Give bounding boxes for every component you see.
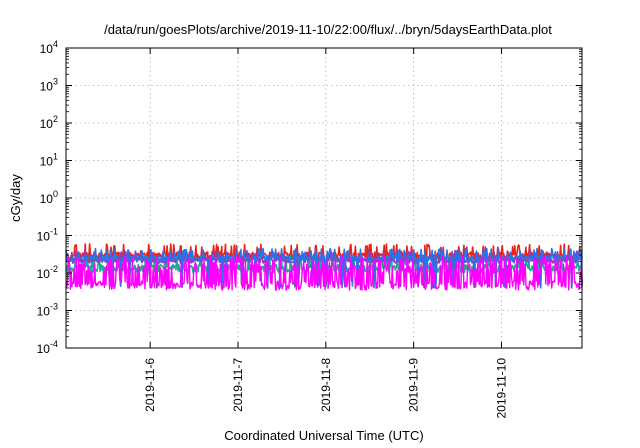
y-tick-label: 10-3 [37, 302, 58, 319]
y-tick-base: 10 [40, 80, 54, 94]
y-tick-label: 10-1 [37, 227, 58, 244]
x-axis-label: Coordinated Universal Time (UTC) [224, 428, 423, 443]
y-tick-base: 10 [40, 117, 54, 131]
x-tick-label: 2019-11-8 [319, 358, 333, 412]
y-tick-label: 104 [40, 39, 58, 56]
y-tick-base: 10 [40, 42, 54, 56]
y-tick-base: 10 [40, 155, 54, 169]
y-tick-exponent: -3 [50, 302, 58, 312]
y-tick-exponent: 3 [53, 77, 58, 87]
x-tick-label: 2019-11-9 [407, 358, 421, 412]
x-tick-label: 2019-11-10 [494, 358, 508, 419]
y-tick-exponent: 4 [53, 39, 58, 49]
chart-title: /data/run/goesPlots/archive/2019-11-10/2… [104, 22, 552, 37]
y-tick-label: 102 [40, 114, 58, 131]
y-tick-base: 10 [37, 305, 51, 319]
series-group [65, 243, 583, 291]
y-tick-base: 10 [37, 267, 51, 281]
series-line-5 [65, 255, 583, 291]
y-tick-exponent: -4 [50, 339, 58, 349]
y-tick-exponent: 1 [53, 152, 58, 162]
y-tick-label: 101 [40, 152, 58, 169]
y-tick-exponent: 2 [53, 114, 58, 124]
x-tick-label: 2019-11-7 [231, 358, 245, 412]
x-tick-label: 2019-11-6 [143, 358, 157, 412]
y-axis-label: cGy/day [8, 174, 23, 222]
y-tick-base: 10 [37, 230, 51, 244]
y-tick-base: 10 [40, 192, 54, 206]
grid [66, 48, 582, 348]
x-axis: 2019-11-6 2019-11-7 2019-11-8 2019-11-9 2019… [143, 48, 508, 419]
y-tick-base: 10 [37, 342, 51, 356]
y-tick-exponent: 0 [53, 189, 58, 199]
y-tick-label: 100 [40, 189, 58, 206]
y-tick-label: 103 [40, 77, 58, 94]
y-tick-label: 10-2 [37, 264, 58, 281]
y-tick-label: 10-4 [37, 339, 58, 356]
y-tick-exponent: -1 [50, 227, 58, 237]
y-tick-exponent: -2 [50, 264, 58, 274]
